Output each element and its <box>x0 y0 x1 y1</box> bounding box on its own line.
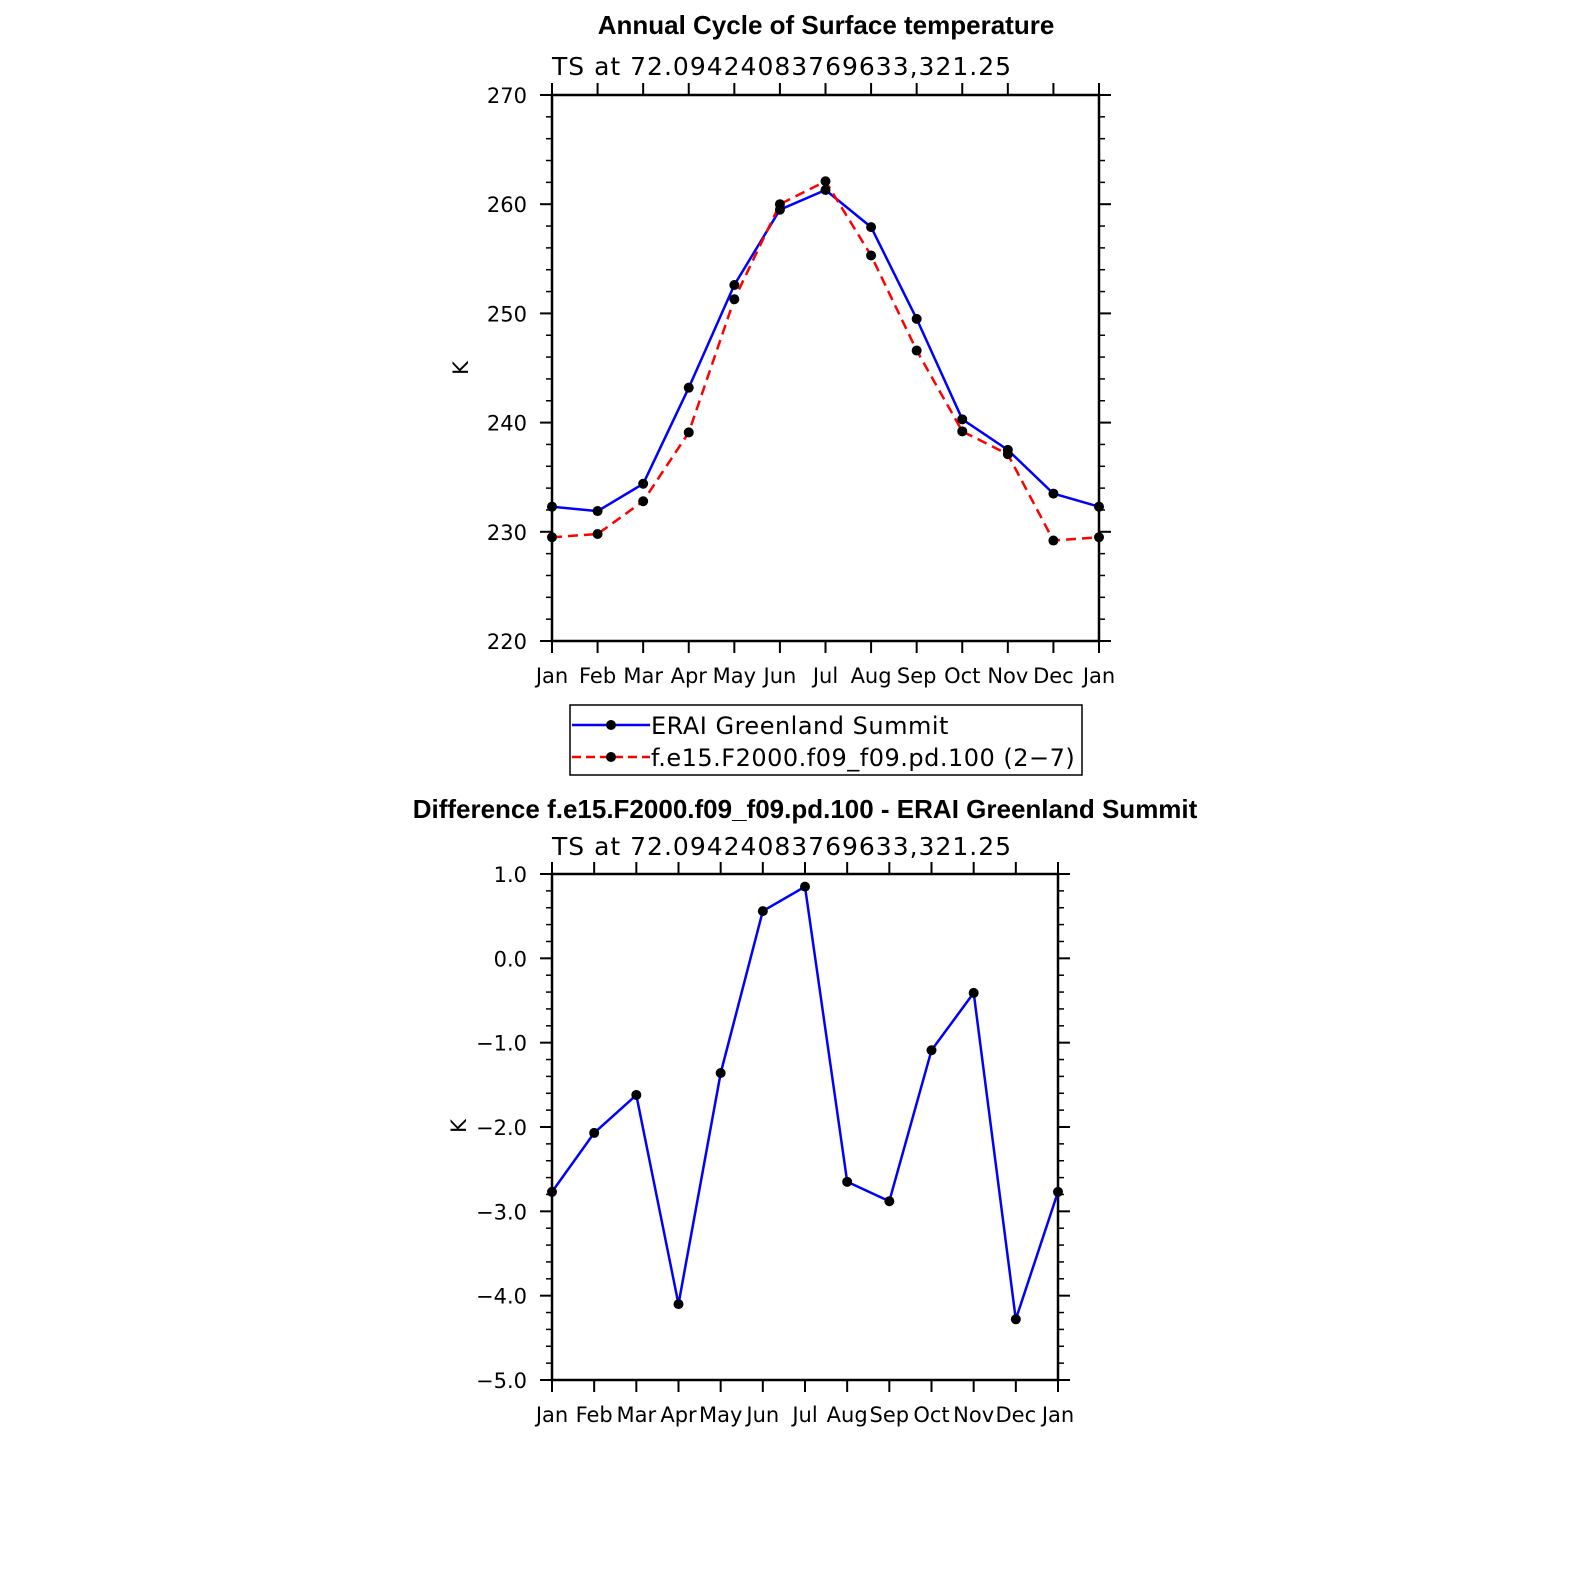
series-0-point <box>884 1196 895 1207</box>
x-tick-label: Aug <box>827 1403 868 1427</box>
chart-subtitle: TS at 72.09424083769633,321.25 <box>551 832 1012 861</box>
series-0-point <box>631 1089 642 1100</box>
series-0-point <box>592 506 603 517</box>
series-0-point <box>547 1186 557 1197</box>
chart-series-layer <box>547 881 1063 1325</box>
series-0-point <box>673 1299 684 1310</box>
series-0-point <box>1010 1314 1021 1325</box>
annual-cycle-chart: Annual Cycle of Surface temperature TS a… <box>449 10 1115 776</box>
x-tick-label: Oct <box>944 664 980 688</box>
series-1-point <box>638 496 649 507</box>
x-tick-label: May <box>699 1403 742 1427</box>
x-tick-label: Feb <box>576 1403 613 1427</box>
series-0-point <box>715 1068 726 1079</box>
chart-title: Difference f.e15.F2000.f09_f09.pd.100 - … <box>413 794 1198 824</box>
x-tick-label: Jan <box>1040 1403 1074 1427</box>
series-0-point <box>866 222 877 233</box>
x-tick-label: Jun <box>744 1403 779 1427</box>
series-1-point <box>774 199 785 210</box>
x-tick-label: Sep <box>870 1403 910 1427</box>
x-tick-label: Jul <box>811 664 838 688</box>
series-0-point <box>820 185 831 196</box>
x-tick-label: Oct <box>913 1403 949 1427</box>
y-axis-label: K <box>449 360 473 375</box>
series-1-point <box>911 345 922 356</box>
series-0-point <box>911 313 922 324</box>
y-tick-label: 0.0 <box>494 947 527 971</box>
series-1-point <box>866 250 877 261</box>
series-0-point <box>1094 501 1104 512</box>
series-0-point <box>729 280 740 291</box>
legend-box <box>569 704 1083 776</box>
series-1-point <box>1002 449 1013 460</box>
series-1-point <box>820 176 831 187</box>
x-tick-label: Nov <box>953 1403 994 1427</box>
difference-chart: Difference f.e15.F2000.f09_f09.pd.100 - … <box>413 794 1198 1427</box>
legend: ERAI Greenland Summit f.e15.F2000.f09_f0… <box>569 704 1083 776</box>
series-1-point <box>957 426 968 437</box>
x-tick-label: Mar <box>617 1403 657 1427</box>
series-1-point <box>1094 532 1104 543</box>
x-tick-label: Jan <box>534 664 568 688</box>
legend-marker-model <box>606 752 616 762</box>
series-1-point <box>547 532 557 543</box>
legend-label-erai: ERAI Greenland Summit <box>651 712 949 740</box>
series-line-1 <box>551 180 1100 542</box>
legend-marker-erai <box>606 720 616 730</box>
series-0-point <box>800 881 810 892</box>
x-tick-label: Sep <box>897 664 937 688</box>
x-tick-label: Apr <box>660 1403 697 1427</box>
series-0-point <box>842 1176 853 1187</box>
series-0-point <box>547 501 557 512</box>
x-tick-label: Dec <box>996 1403 1037 1427</box>
plot-frame <box>550 872 1060 1382</box>
y-tick-label: −3.0 <box>476 1200 527 1224</box>
series-0-point <box>757 906 768 917</box>
y-tick-label: 260 <box>487 193 527 217</box>
series-0-point <box>957 414 968 425</box>
series-0-point <box>926 1045 937 1056</box>
x-tick-label: Aug <box>851 664 892 688</box>
y-tick-label: 250 <box>487 302 527 326</box>
x-tick-label: Jul <box>790 1403 817 1427</box>
x-tick-label: Dec <box>1033 664 1074 688</box>
y-tick-label: 1.0 <box>494 863 527 887</box>
series-0-point <box>683 382 694 393</box>
x-tick-label: Mar <box>623 664 663 688</box>
series-1-point <box>683 427 694 438</box>
series-0-point <box>1048 488 1059 499</box>
x-tick-label: Jan <box>1081 664 1115 688</box>
x-tick-label: Jun <box>762 664 797 688</box>
x-tick-label: Apr <box>671 664 708 688</box>
y-tick-label: −1.0 <box>476 1032 527 1056</box>
series-0-point <box>589 1127 600 1138</box>
x-tick-label: Nov <box>987 664 1028 688</box>
y-tick-label: −5.0 <box>476 1369 527 1393</box>
x-tick-label: May <box>713 664 756 688</box>
y-tick-label: −2.0 <box>476 1116 527 1140</box>
x-tick-label: Feb <box>579 664 616 688</box>
series-line-0 <box>551 188 1100 513</box>
legend-label-model: f.e15.F2000.f09_f09.pd.100 (2−7) <box>651 744 1075 772</box>
y-axis-label: K <box>447 1118 471 1133</box>
y-tick-label: −4.0 <box>476 1285 527 1309</box>
y-tick-label: 240 <box>487 412 527 436</box>
chart-series-layer <box>547 176 1104 546</box>
series-line-0 <box>550 885 1060 1321</box>
chart-subtitle: TS at 72.09424083769633,321.25 <box>551 52 1012 81</box>
series-0-point <box>1053 1186 1063 1197</box>
chart-axes: Jan Feb Mar Apr May Jun Jul Aug Sep Oct Nov Dec Jan−… <box>476 862 1074 1427</box>
series-0-point <box>968 987 979 998</box>
series-1-point <box>729 294 740 305</box>
series-1-point <box>1048 535 1059 546</box>
chart-axes: Jan Feb Mar Apr May Jun Jul Aug Sep Oct Nov Dec Jan 2… <box>487 83 1115 688</box>
y-tick-label: 270 <box>487 84 527 108</box>
y-tick-label: 220 <box>487 630 527 654</box>
y-tick-label: 230 <box>487 521 527 545</box>
series-1-point <box>592 528 603 539</box>
chart-title: Annual Cycle of Surface temperature <box>598 10 1055 40</box>
x-tick-label: Jan <box>534 1403 568 1427</box>
series-0-point <box>638 478 649 489</box>
